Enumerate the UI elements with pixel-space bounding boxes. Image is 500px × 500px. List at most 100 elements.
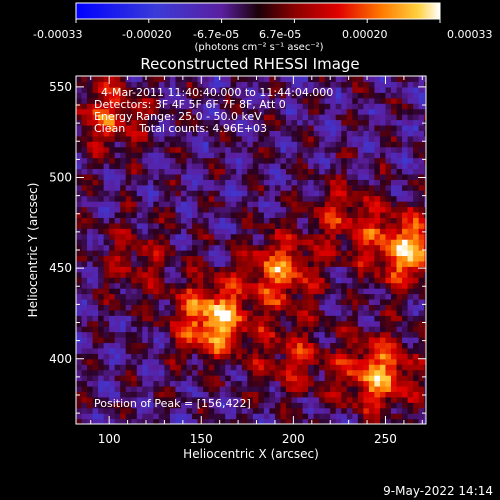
heatmap-cell [263, 277, 271, 284]
heatmap-cell [214, 353, 221, 360]
heatmap-cell [357, 76, 364, 83]
heatmap-cell [230, 135, 237, 142]
heatmap-cell [341, 320, 348, 327]
heatmap-cell [87, 190, 94, 197]
heatmap-cell [208, 358, 215, 365]
heatmap-cell [335, 353, 342, 360]
heatmap-cell [391, 146, 398, 153]
heatmap-cell [346, 402, 353, 409]
heatmap-cell [192, 76, 199, 83]
heatmap-cell [308, 418, 315, 424]
heatmap-cell [258, 92, 265, 99]
heatmap-cell [335, 103, 342, 110]
heatmap-cell [385, 309, 392, 316]
heatmap-cell [374, 364, 381, 371]
heatmap-cell [363, 146, 370, 153]
heatmap-cell [368, 266, 376, 273]
heatmap-cell [175, 358, 182, 365]
heatmap-cell [280, 369, 287, 376]
heatmap-cell [158, 173, 166, 180]
heatmap-cell [81, 331, 88, 338]
heatmap-cell [164, 375, 171, 382]
heatmap-cell [241, 244, 248, 251]
heatmap-cell [241, 375, 248, 382]
heatmap-cell [164, 108, 171, 115]
heatmap-cell [302, 130, 309, 137]
heatmap-cell [125, 369, 132, 376]
heatmap-cell [324, 146, 331, 153]
heatmap-cell [286, 277, 293, 284]
heatmap-cell [379, 119, 387, 126]
heatmap-cell [374, 76, 381, 83]
heatmap-cell [87, 157, 94, 164]
heatmap-cell [158, 184, 166, 191]
heatmap-cell [252, 369, 259, 376]
heatmap-cell [120, 255, 127, 262]
heatmap-cell [164, 152, 171, 159]
heatmap-cell [418, 163, 425, 170]
heatmap-cell [247, 244, 254, 251]
heatmap-cell [142, 342, 149, 349]
heatmap-cell [346, 369, 353, 376]
heatmap-cell [330, 81, 337, 88]
heatmap-cell [424, 309, 426, 316]
heatmap-cell [319, 380, 326, 387]
heatmap-cell [131, 244, 138, 251]
heatmap-cell [341, 168, 348, 175]
annotation-detectors: Detectors: 3F 4F 5F 6F 7F 8F, Att 0 [94, 98, 286, 111]
heatmap-cell [225, 146, 232, 153]
heatmap-cell [291, 211, 298, 218]
heatmap-cell [92, 195, 99, 202]
heatmap-cell [374, 114, 381, 121]
heatmap-cell [269, 135, 276, 142]
heatmap-cell [291, 114, 298, 121]
heatmap-cell [286, 244, 293, 251]
heatmap-cell [247, 217, 254, 224]
heatmap-cell [230, 233, 237, 240]
heatmap-cell [76, 146, 83, 153]
heatmap-cell [291, 385, 298, 392]
heatmap-cell [76, 201, 83, 208]
heatmap-cell [131, 114, 138, 121]
heatmap-cell [374, 97, 381, 104]
heatmap-cell [247, 135, 254, 142]
heatmap-cell [131, 217, 138, 224]
heatmap-cell [402, 396, 409, 403]
heatmap-cell [291, 184, 298, 191]
heatmap-cell [346, 331, 353, 338]
heatmap-cell [291, 103, 298, 110]
heatmap-cell [81, 119, 88, 126]
annotation-peak-position: Position of Peak = [156,422] [94, 397, 251, 410]
heatmap-cell [203, 86, 210, 93]
heatmap-cell [92, 97, 99, 104]
heatmap-cell [103, 418, 110, 424]
heatmap-cell [203, 320, 210, 327]
heatmap-cell [208, 190, 215, 197]
heatmap-cell [219, 342, 226, 349]
heatmap-cell [208, 206, 215, 213]
heatmap-cell [258, 402, 265, 409]
heatmap-cell [330, 190, 337, 197]
heatmap-cell [208, 320, 215, 327]
heatmap-cell [407, 380, 414, 387]
heatmap-cell [418, 342, 425, 349]
heatmap-cell [313, 206, 320, 213]
heatmap-cell [368, 173, 376, 180]
heatmap-cell [131, 195, 138, 202]
heatmap-cell [87, 86, 94, 93]
heatmap-cell [368, 86, 376, 93]
heatmap-cell [363, 124, 370, 131]
heatmap-cell [131, 353, 138, 360]
heatmap-cell [225, 103, 232, 110]
heatmap-cell [103, 391, 110, 398]
heatmap-cell [120, 358, 127, 365]
heatmap-cell [324, 86, 331, 93]
heatmap-cell [308, 288, 315, 295]
heatmap-cell [374, 108, 381, 115]
heatmap-cell [76, 157, 83, 164]
heatmap-cell [186, 244, 193, 251]
heatmap-cell [402, 163, 409, 170]
heatmap-cell [324, 119, 331, 126]
heatmap-cell [297, 97, 304, 104]
heatmap-cell [274, 413, 282, 420]
